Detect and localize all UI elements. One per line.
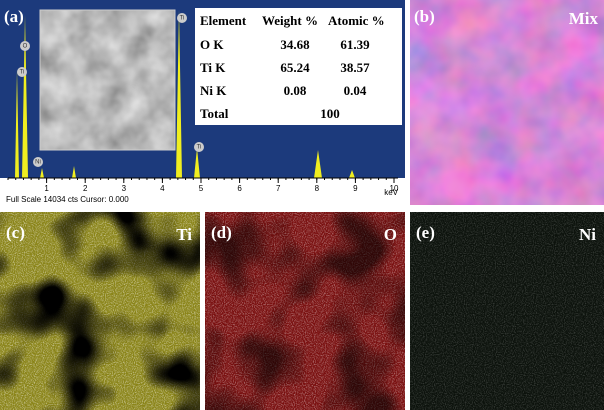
panel-label: (a) (4, 7, 24, 26)
mix-map (410, 0, 604, 205)
composition-table (195, 8, 402, 125)
x-tick-label: 6 (237, 184, 242, 193)
peak-marker (17, 67, 27, 77)
row-label: O K (200, 37, 224, 52)
peak-marker (33, 157, 43, 167)
panel-b: (b) Mix (410, 0, 604, 205)
peak-marker (194, 142, 204, 152)
x-tick-label: 2 (83, 184, 88, 193)
peak-markers: O Ti Ni Ti Ti (17, 13, 204, 167)
x-tick-label: 5 (199, 184, 204, 193)
axis-strip (0, 178, 405, 205)
cell: 61.39 (340, 37, 370, 52)
row-label: Total (200, 106, 229, 121)
table-header: Element (200, 13, 247, 28)
element-label: O (384, 225, 397, 244)
cell: 0.04 (344, 83, 367, 98)
x-unit: keV (384, 188, 398, 197)
peak-label: Ti (197, 145, 202, 151)
table-header: Weight % (262, 13, 318, 28)
cell: 0.08 (284, 83, 307, 98)
blotch (205, 212, 405, 410)
peak-label: Ti (20, 70, 25, 76)
panel-e: (e) Ni (410, 212, 604, 410)
cell: 65.24 (280, 60, 310, 75)
panel-a: 1 2 3 4 5 6 7 8 9 10 keV Full Scale 14034 cts Cur… (0, 0, 405, 205)
grain (410, 212, 604, 410)
row-label: Ti K (200, 60, 226, 75)
panel-label: (e) (416, 223, 435, 242)
panel-label: (d) (211, 223, 232, 242)
cell: 34.68 (280, 37, 310, 52)
panel-d: (d) O (205, 212, 405, 410)
peak-label: Ti (180, 16, 185, 22)
x-tick-label: 3 (122, 184, 127, 193)
peak-label: O (23, 44, 28, 50)
x-tick-label: 7 (276, 184, 281, 193)
element-label: Ti (176, 225, 192, 244)
element-label: Ni (579, 225, 596, 244)
peak-marker (20, 41, 30, 51)
cell: 38.57 (340, 60, 370, 75)
panel-label: (b) (414, 7, 435, 26)
peak-label: Ni (35, 160, 41, 166)
element-label: Mix (569, 9, 599, 28)
panel-label: (c) (6, 223, 25, 242)
cell: 100 (320, 106, 340, 121)
tem-frame (39, 9, 176, 151)
blotch (0, 212, 200, 410)
x-tick-label: 4 (160, 184, 165, 193)
table-header: Atomic % (328, 13, 385, 28)
x-tick-label: 8 (315, 184, 320, 193)
x-tick-label: 1 (44, 184, 49, 193)
peak-marker (177, 13, 187, 23)
x-tick-label: 9 (353, 184, 358, 193)
row-label: Ni K (200, 83, 227, 98)
tem-inset (40, 10, 175, 150)
status-bar: Full Scale 14034 cts Cursor: 0.000 (6, 195, 129, 204)
x-tick-label: 10 (390, 184, 399, 193)
panel-c: (c) Ti (0, 212, 200, 410)
